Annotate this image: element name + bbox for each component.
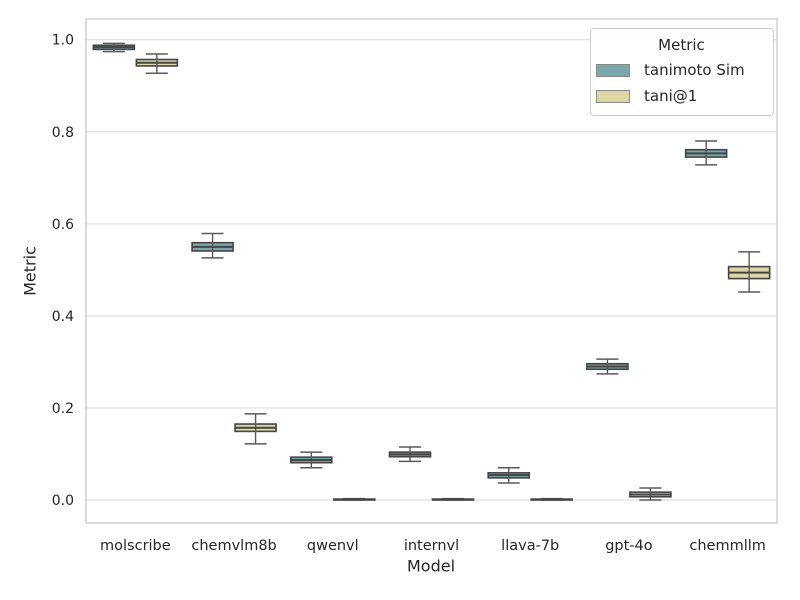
y-tick-label: 0.0	[52, 493, 74, 509]
y-tick-label: 1.0	[52, 33, 74, 49]
y-tick-label: 0.2	[52, 401, 74, 417]
legend-swatch-tani-at-1-icon	[596, 89, 630, 103]
plot-border	[85, 18, 778, 524]
y-axis-label: Metric	[20, 246, 40, 296]
legend: Metric tanimoto Sim tani@1	[590, 28, 774, 116]
y-tick-label: 0.4	[52, 309, 74, 325]
x-axis-label: Model	[406, 556, 456, 576]
legend-entry: tani@1	[596, 83, 767, 109]
legend-label: tanimoto Sim	[644, 61, 745, 79]
y-tick-label: 0.6	[52, 217, 74, 233]
x-tick-label: chemvlm8b	[191, 538, 276, 554]
x-tick-label: chemmllm	[689, 538, 766, 554]
legend-swatch-tanimoto-sim-icon	[596, 63, 630, 77]
legend-entry: tanimoto Sim	[596, 57, 767, 83]
x-tick-label: qwenvl	[307, 538, 359, 554]
x-tick-label: internvl	[404, 538, 459, 554]
legend-label: tani@1	[644, 87, 698, 105]
y-tick-label: 0.8	[52, 125, 74, 141]
x-tick-label: molscribe	[100, 538, 171, 554]
legend-title: Metric	[658, 36, 705, 54]
x-tick-label: gpt-4o	[605, 538, 653, 554]
x-tick-label: llava-7b	[501, 538, 559, 554]
